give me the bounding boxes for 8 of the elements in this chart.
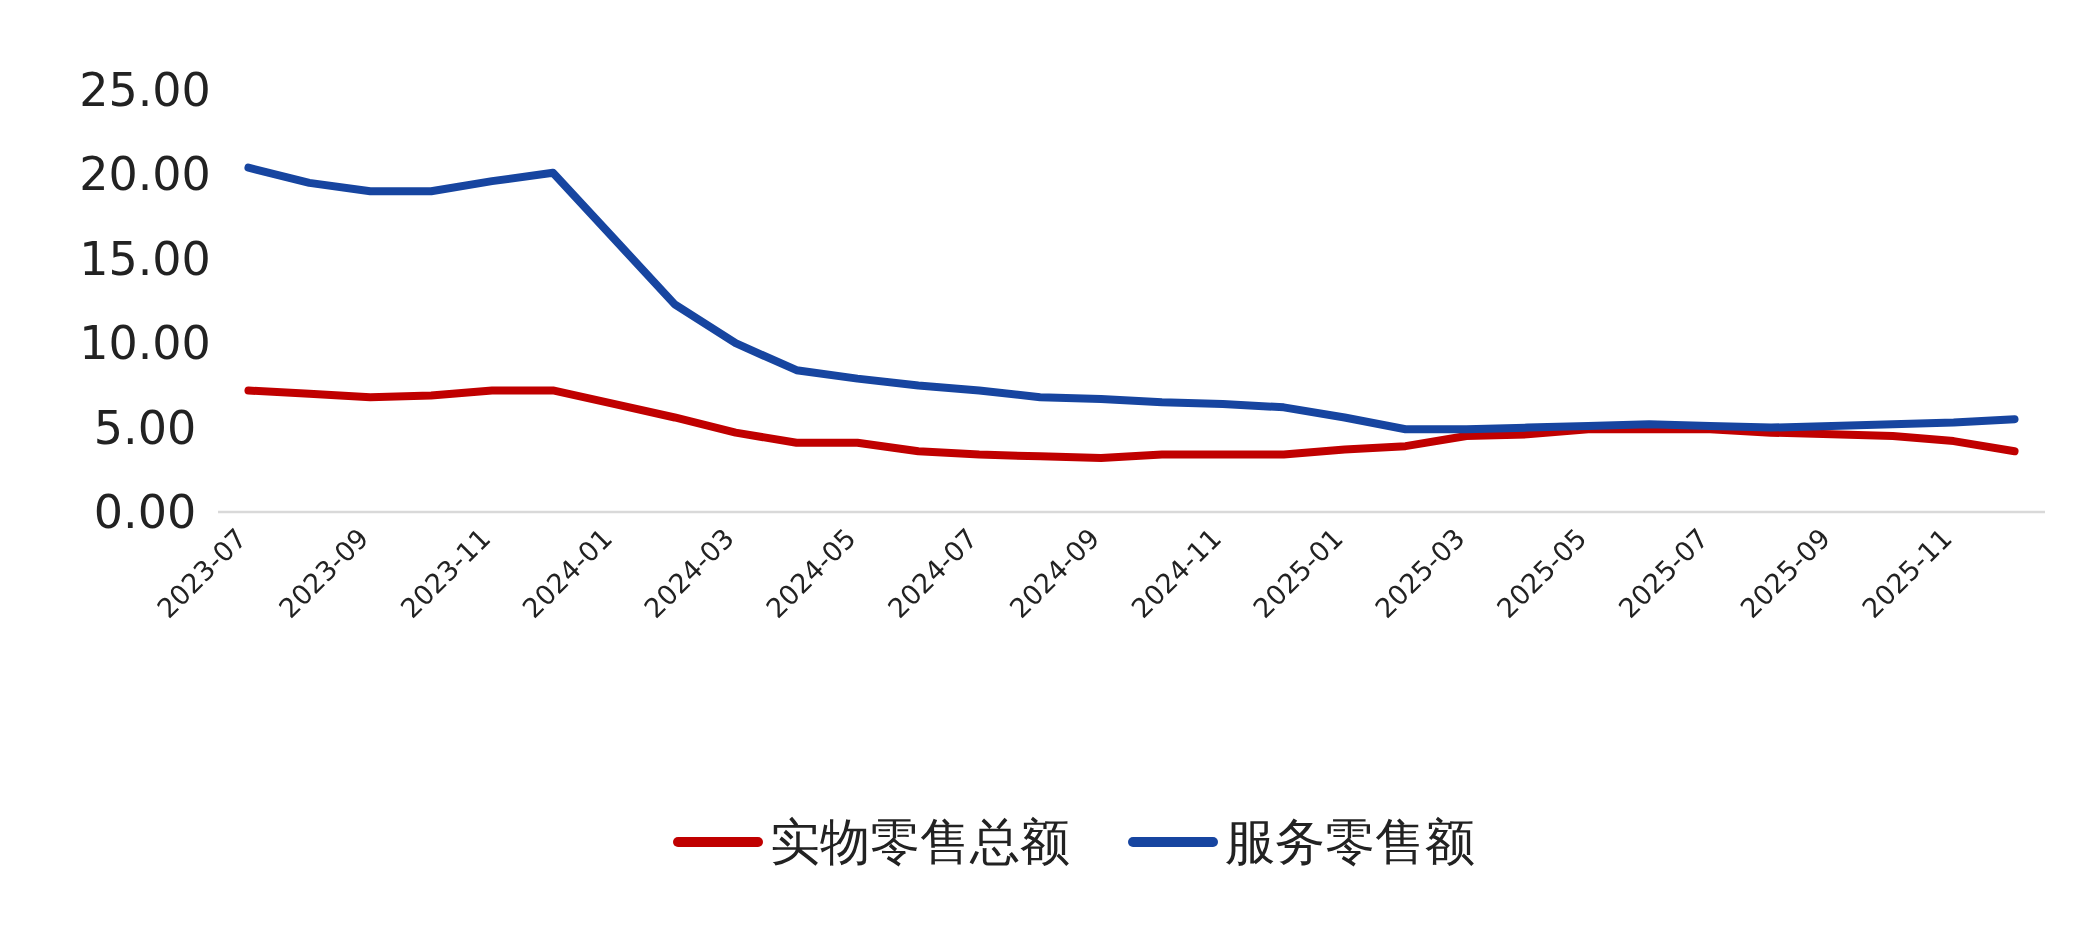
- y-tick-label: 20.00: [79, 147, 211, 202]
- y-tick-label: 10.00: [79, 316, 211, 371]
- legend-label: 实物零售总额: [770, 813, 1070, 871]
- legend-label: 服务零售额: [1225, 813, 1475, 871]
- y-tick-label: 15.00: [79, 231, 211, 286]
- y-tick-label: 0.00: [93, 485, 197, 539]
- y-tick-label: 5.00: [93, 400, 197, 455]
- y-tick-label: 25.00: [79, 63, 211, 117]
